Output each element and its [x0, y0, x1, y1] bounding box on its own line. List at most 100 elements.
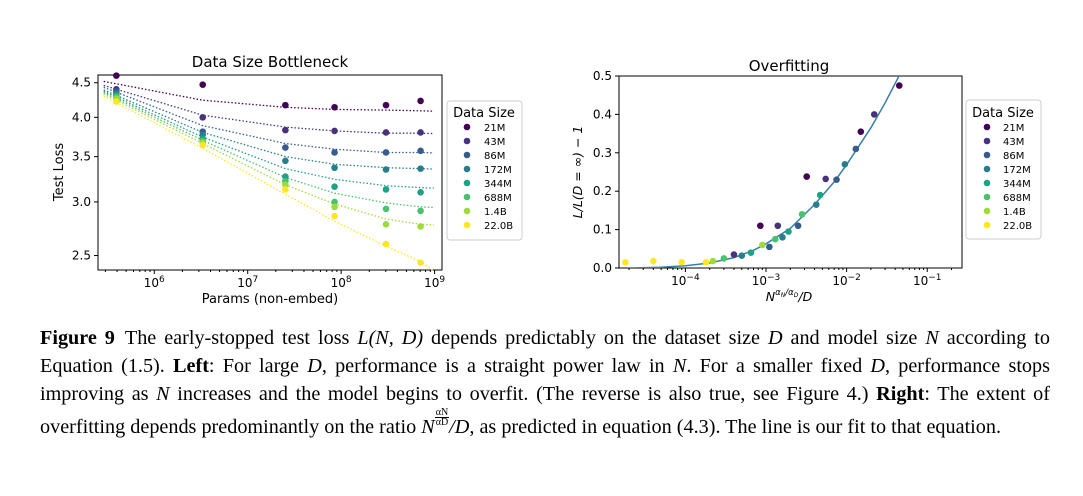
left-legend-label-21M: 21M: [484, 123, 505, 134]
left-fit-line-172M: [103, 89, 434, 170]
figure-panels: Data Size Bottleneck 106 107 108 109 2.5 3.0 3…: [52, 53, 1042, 307]
left-data-point-43M: [282, 126, 289, 134]
left-legend-label-344M: 344M: [484, 179, 512, 190]
left-data-point-22.0B: [331, 212, 338, 220]
left-data-point-21M: [113, 72, 120, 79]
caption-var-d: D: [870, 355, 885, 377]
right-data-point-344M: [785, 228, 792, 235]
right-data-point-172M: [779, 233, 786, 241]
left-y-tick-label: 4.0: [72, 110, 91, 124]
left-data-point-86M: [282, 144, 289, 151]
left-data-point-21M: [199, 81, 207, 89]
right-legend-marker-172M: [983, 165, 991, 173]
caption-ratio-tail: /D: [449, 416, 470, 438]
left-chart: Data Size Bottleneck 106 107 108 109 2.5 3.0 3…: [52, 53, 523, 307]
left-data-point-43M: [382, 129, 390, 136]
caption-text-1: The early-stopped test loss: [124, 327, 358, 349]
caption-text-10: : The extent of overfitting depends pred…: [40, 383, 1050, 438]
left-x-tick-label: 108: [331, 275, 352, 290]
right-legend-label-172M: 172M: [1003, 165, 1031, 176]
right-data-point-86M: [833, 176, 840, 183]
right-legend-marker-43M: [983, 137, 991, 145]
left-chart-title: Data Size Bottleneck: [192, 53, 349, 71]
left-data-point-86M: [382, 149, 390, 156]
right-y-tick-label: 0.0: [593, 261, 612, 275]
left-legend-label-86M: 86M: [484, 151, 505, 162]
right-data-point-22.0B: [702, 258, 710, 266]
right-data-point-688M: [798, 210, 806, 218]
right-legend-label-1.4B: 1.4B: [1003, 207, 1026, 218]
left-fit-line-1.4B: [103, 93, 434, 226]
left-legend-marker-86M: [463, 151, 471, 159]
caption-var-d: D: [307, 355, 322, 377]
left-y-tick-label: 2.5: [72, 249, 91, 263]
right-x-axis-label: NαN/αD/D: [766, 288, 813, 304]
right-x-tick-label: 10−1: [913, 273, 942, 288]
right-y-tick-label: 0.2: [593, 184, 612, 198]
right-data-point-344M: [747, 249, 755, 256]
right-data-point-1.4B: [709, 257, 717, 265]
caption-ratio-num: αN: [434, 407, 450, 418]
caption-text-7: . For a smaller fixed: [686, 355, 871, 377]
left-data-point-172M: [282, 157, 289, 165]
right-data-point-21M: [857, 128, 865, 135]
right-data-point-21M: [803, 173, 811, 180]
left-x-tick-label: 106: [144, 275, 165, 290]
caption-text-6: , performance is a straight power law in: [321, 355, 673, 377]
left-legend-label-688M: 688M: [484, 193, 512, 204]
right-legend-label-688M: 688M: [1003, 193, 1031, 204]
left-fit-line-21M: [103, 80, 434, 112]
left-legend-marker-22.0B: [463, 221, 471, 229]
left-legend-label-43M: 43M: [484, 137, 505, 148]
right-data-point-86M: [852, 145, 860, 153]
left-x-tick-label: 107: [237, 275, 258, 290]
left-legend-marker-43M: [463, 137, 471, 145]
left-fit-line-86M: [103, 86, 434, 154]
right-y-tick-label: 0.5: [593, 69, 612, 83]
right-data-point-688M: [720, 255, 728, 262]
right-legend-marker-688M: [983, 193, 991, 201]
right-data-point-43M: [774, 222, 782, 230]
caption-left-label: Left: [173, 355, 209, 377]
caption-ratio-base: N: [421, 416, 435, 438]
right-legend-label-43M: 43M: [1003, 137, 1024, 148]
left-legend-marker-21M: [463, 123, 471, 131]
left-data-point-21M: [331, 103, 338, 111]
right-legend-marker-22.0B: [983, 221, 991, 229]
figure-caption: Figure 9 The early-stopped test loss L(N,…: [40, 324, 1050, 441]
right-data-point-86M: [766, 243, 773, 251]
left-data-point-688M: [417, 207, 424, 215]
left-legend-marker-344M: [463, 179, 471, 187]
left-data-point-1.4B: [282, 181, 289, 189]
caption-ratio-exponent: αN αD: [434, 407, 450, 428]
left-legend-marker-172M: [463, 165, 471, 173]
left-data-point-172M: [331, 164, 338, 172]
left-data-point-43M: [331, 127, 338, 135]
right-data-point-1.4B: [759, 241, 766, 249]
right-data-point-21M: [757, 222, 764, 230]
right-fit-curve: [629, 76, 900, 268]
right-data-point-43M: [870, 111, 878, 118]
caption-text-4: according to Equation (1.5).: [40, 327, 1050, 377]
right-data-point-688M: [771, 235, 779, 243]
left-data-point-22.0B: [113, 98, 120, 105]
left-data-point-1.4B: [331, 203, 338, 211]
right-data-point-344M: [816, 191, 824, 199]
left-y-tick-label: 4.5: [72, 76, 91, 90]
right-legend-label-344M: 344M: [1003, 179, 1031, 190]
left-data-point-688M: [382, 205, 390, 213]
right-legend-title: Data Size: [972, 106, 1034, 121]
left-data-point-22.0B: [382, 240, 390, 248]
caption-text-8: , performance stops improving as: [40, 355, 1050, 405]
left-data-point-344M: [331, 183, 338, 190]
left-legend-label-172M: 172M: [484, 165, 512, 176]
caption-var-n: N: [925, 327, 939, 349]
right-chart-title: Overfitting: [749, 57, 830, 75]
right-data-point-172M: [812, 201, 820, 208]
caption-ratio-den: αD: [435, 417, 449, 428]
right-legend-marker-21M: [983, 123, 991, 131]
left-legend-label-1.4B: 1.4B: [484, 207, 507, 218]
right-x-tick-label: 10−3: [752, 273, 781, 288]
right-legend: Data Size 21M 43M 86M 172M 344M 688M 1.4B 22.0B: [965, 99, 1042, 240]
left-data-point-43M: [417, 129, 424, 136]
